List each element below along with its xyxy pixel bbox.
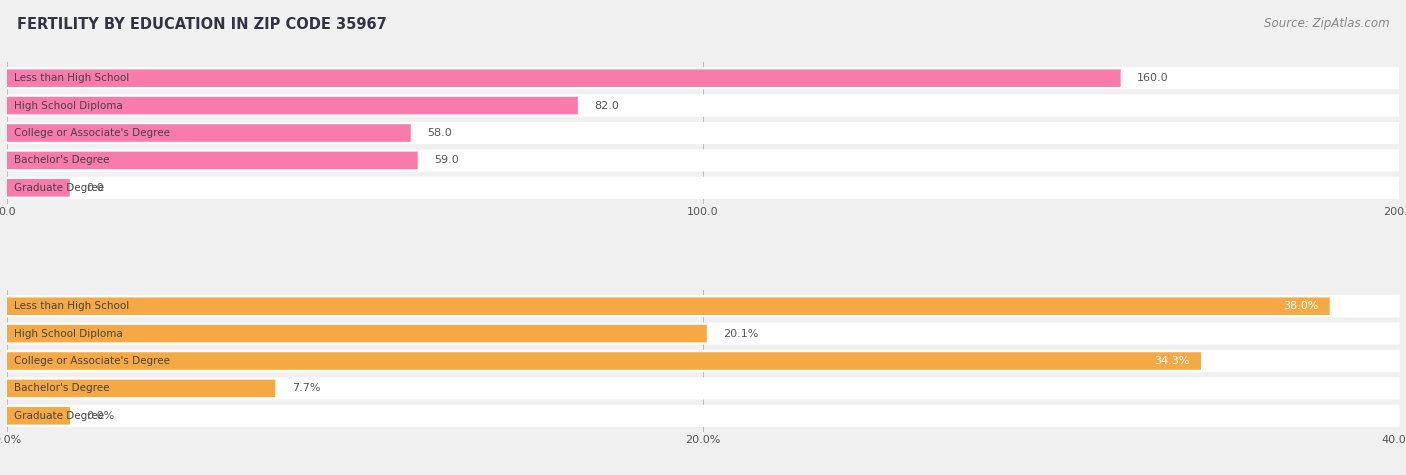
FancyBboxPatch shape <box>7 152 418 169</box>
Text: High School Diploma: High School Diploma <box>14 329 122 339</box>
FancyBboxPatch shape <box>7 323 1399 345</box>
Text: 34.3%: 34.3% <box>1154 356 1189 366</box>
Text: 160.0: 160.0 <box>1137 73 1168 83</box>
FancyBboxPatch shape <box>7 124 411 142</box>
FancyBboxPatch shape <box>7 295 1399 317</box>
FancyBboxPatch shape <box>7 297 1330 315</box>
Text: Bachelor's Degree: Bachelor's Degree <box>14 383 110 393</box>
FancyBboxPatch shape <box>7 97 578 114</box>
FancyBboxPatch shape <box>7 405 1399 427</box>
Text: Less than High School: Less than High School <box>14 301 129 311</box>
Text: College or Associate's Degree: College or Associate's Degree <box>14 128 170 138</box>
Text: FERTILITY BY EDUCATION IN ZIP CODE 35967: FERTILITY BY EDUCATION IN ZIP CODE 35967 <box>17 17 387 32</box>
Text: Graduate Degree: Graduate Degree <box>14 411 104 421</box>
FancyBboxPatch shape <box>7 69 1121 87</box>
FancyBboxPatch shape <box>7 352 1201 370</box>
FancyBboxPatch shape <box>7 67 1399 89</box>
FancyBboxPatch shape <box>7 407 70 425</box>
Text: College or Associate's Degree: College or Associate's Degree <box>14 356 170 366</box>
FancyBboxPatch shape <box>7 149 1399 171</box>
Text: 0.0%: 0.0% <box>86 411 115 421</box>
FancyBboxPatch shape <box>7 350 1399 372</box>
Text: 82.0: 82.0 <box>595 101 619 111</box>
Text: High School Diploma: High School Diploma <box>14 101 122 111</box>
Text: 58.0: 58.0 <box>427 128 453 138</box>
FancyBboxPatch shape <box>7 325 707 342</box>
Text: Source: ZipAtlas.com: Source: ZipAtlas.com <box>1264 17 1389 29</box>
Text: 38.0%: 38.0% <box>1282 301 1319 311</box>
Text: 20.1%: 20.1% <box>723 329 759 339</box>
FancyBboxPatch shape <box>7 380 276 397</box>
Text: Graduate Degree: Graduate Degree <box>14 183 104 193</box>
FancyBboxPatch shape <box>7 122 1399 144</box>
FancyBboxPatch shape <box>7 377 1399 399</box>
FancyBboxPatch shape <box>7 95 1399 117</box>
FancyBboxPatch shape <box>7 179 70 197</box>
Text: 59.0: 59.0 <box>434 155 460 165</box>
Text: Less than High School: Less than High School <box>14 73 129 83</box>
Text: Bachelor's Degree: Bachelor's Degree <box>14 155 110 165</box>
FancyBboxPatch shape <box>7 177 1399 199</box>
Text: 7.7%: 7.7% <box>291 383 321 393</box>
Text: 0.0: 0.0 <box>86 183 104 193</box>
